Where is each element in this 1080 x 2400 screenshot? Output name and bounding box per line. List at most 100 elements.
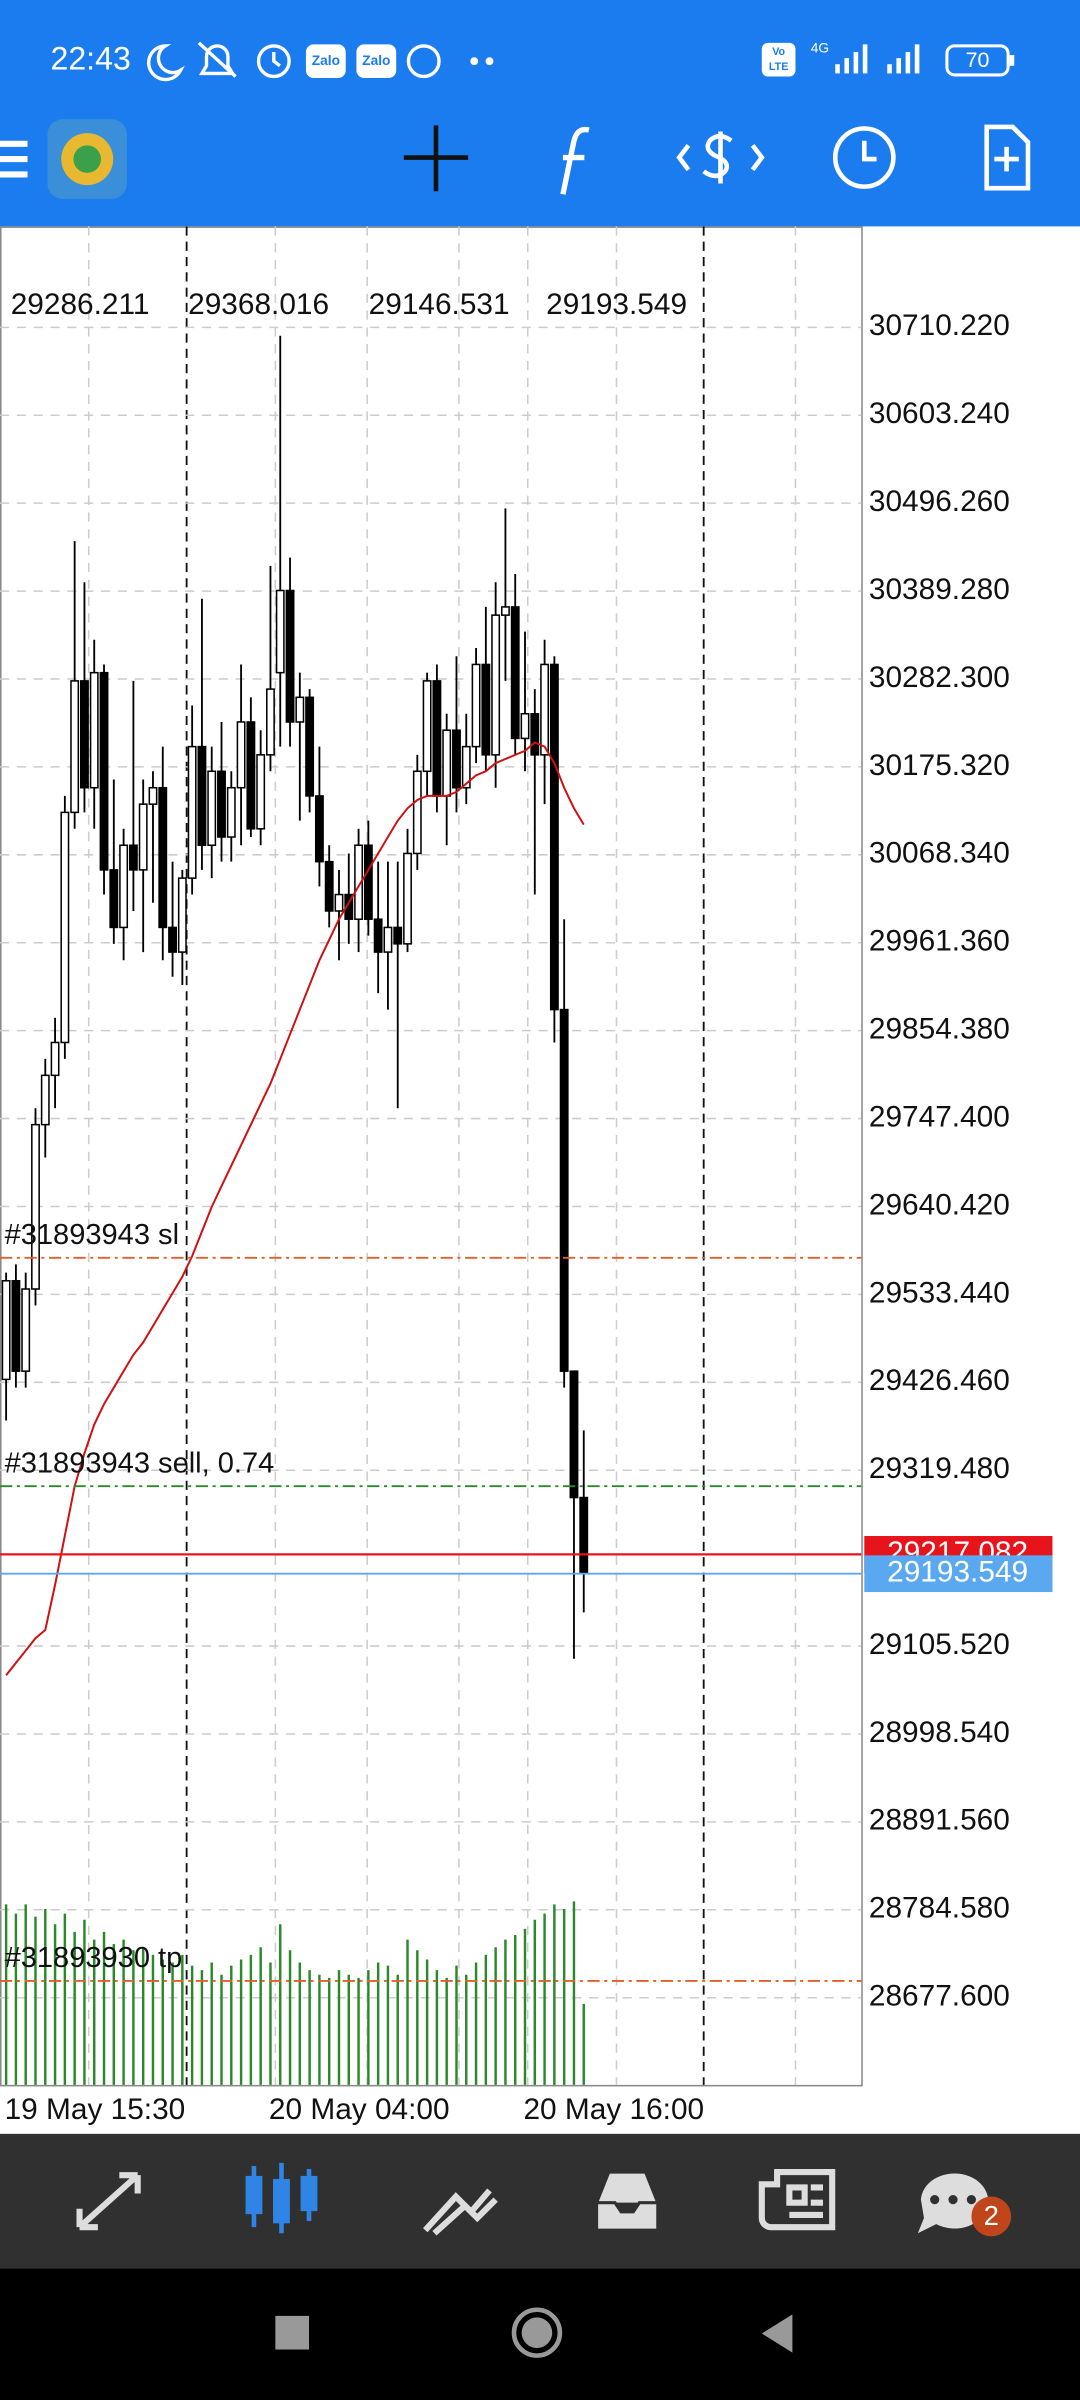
- candle-body: [99, 671, 109, 871]
- candle-body: [148, 786, 158, 805]
- battery-tip: [1009, 55, 1015, 66]
- y-tick-label: 29961.360: [869, 925, 1010, 958]
- plot: #31893943 sl #31893943 sell, 0.74 #3189393…: [0, 326, 862, 2085]
- y-tick-label: 30496.260: [869, 485, 1010, 518]
- menu-button[interactable]: [0, 140, 28, 178]
- candle-body: [31, 1123, 40, 1290]
- order-label: #31893943 sell, 0.74: [5, 1447, 275, 1479]
- candle-body: [256, 754, 266, 830]
- candle-body: [491, 614, 501, 756]
- history-tab[interactable]: [595, 2170, 660, 2232]
- candle-body: [344, 893, 354, 920]
- candle-body: [187, 745, 197, 879]
- candle-body: [109, 869, 119, 929]
- ohlc-high: 29368.016: [188, 288, 329, 321]
- candle-body: [60, 811, 70, 1044]
- header-bg: [0, 0, 1080, 227]
- candle-body: [334, 893, 344, 912]
- y-tick-label: 30175.320: [869, 749, 1010, 782]
- candle-body: [412, 770, 422, 855]
- chart-tab[interactable]: [245, 2162, 318, 2234]
- candle-body: [266, 688, 275, 756]
- candle-body: [197, 745, 207, 847]
- candle-body: [510, 606, 520, 740]
- y-tick-label: 30710.220: [869, 309, 1010, 342]
- y-tick-label: 29854.380: [869, 1013, 1010, 1046]
- candle-body: [80, 680, 89, 789]
- status-icons: [147, 41, 494, 82]
- x-tick-label: 20 May 04:00: [269, 2093, 450, 2126]
- candle-body: [461, 745, 471, 789]
- battery-level: 70: [966, 48, 990, 72]
- volte-icon: [761, 42, 796, 77]
- y-tick-label: 30068.340: [869, 837, 1010, 870]
- y-tick-label: 30282.300: [869, 661, 1010, 694]
- recents-button[interactable]: [275, 2315, 310, 2350]
- candle-body: [549, 663, 559, 1011]
- volte-text: LTE: [769, 61, 788, 73]
- y-tick-label: 29640.420: [869, 1188, 1010, 1221]
- volte-text: Vo: [772, 46, 785, 58]
- trade-tab[interactable]: [423, 2188, 498, 2236]
- candle-body: [40, 1074, 50, 1126]
- indicators-button[interactable]: [560, 126, 590, 195]
- quotes-tab[interactable]: [76, 2172, 141, 2231]
- chart-frame: [0, 226, 863, 2087]
- candle-body: [471, 663, 481, 748]
- candle-body: [520, 712, 530, 740]
- candle-body: [128, 844, 138, 871]
- candle-body: [442, 729, 452, 797]
- candle-body: [540, 663, 550, 756]
- y-tick-label: 28784.580: [869, 1892, 1010, 1925]
- ohlc-close: 29193.549: [546, 288, 687, 321]
- y-tick-label: 29747.400: [869, 1100, 1010, 1133]
- y-tick-label: 29533.440: [869, 1276, 1010, 1309]
- vertical-grid: [87, 226, 797, 2085]
- candle-body: [168, 926, 177, 953]
- bid-label-bg: [864, 1555, 1053, 1593]
- candle-body: [246, 721, 256, 830]
- candle-body: [393, 926, 403, 945]
- chat-dot: [930, 2195, 940, 2205]
- candle-body: [285, 589, 295, 723]
- back-button[interactable]: [761, 2314, 793, 2353]
- battery: [945, 44, 1010, 77]
- app-icon-label: Zalo: [362, 53, 390, 68]
- clock: 22:43: [50, 41, 130, 77]
- candle-body: [207, 770, 217, 847]
- candle-body: [70, 680, 80, 814]
- timeframe-button[interactable]: [832, 126, 896, 189]
- y-tick-label: 28677.600: [869, 1980, 1010, 2013]
- candle-body: [158, 786, 168, 929]
- candle-body: [217, 770, 226, 838]
- candle-body: [236, 721, 246, 789]
- badge-count: 2: [984, 2200, 999, 2231]
- candle-body: [579, 1496, 589, 1575]
- trade-button[interactable]: [676, 131, 765, 184]
- home-button-core: [521, 2317, 553, 2348]
- home-button[interactable]: [511, 2307, 563, 2358]
- moving-average: [5, 741, 585, 1676]
- candle-body: [295, 696, 305, 723]
- candle-body: [50, 1041, 60, 1077]
- candle-body: [452, 729, 461, 789]
- chat-dot: [966, 2195, 976, 2205]
- candle-body: [403, 852, 412, 945]
- y-tick-label: 28998.540: [869, 1716, 1010, 1749]
- new-order-button[interactable]: [984, 124, 1031, 191]
- candle-body: [354, 844, 364, 920]
- y-tick-label: 29319.480: [869, 1452, 1010, 1485]
- ohlc-low: 29146.531: [369, 288, 510, 321]
- candle-body: [177, 877, 187, 953]
- x-tick-label: 20 May 16:00: [523, 2093, 704, 2126]
- candle-body: [324, 860, 334, 912]
- news-tab[interactable]: [758, 2169, 836, 2231]
- y-tick-label: 28891.560: [869, 1804, 1010, 1837]
- crosshair-button[interactable]: [403, 125, 469, 192]
- ohlc-open: 29286.211: [11, 288, 150, 321]
- candle-body: [500, 606, 510, 616]
- signal-bars: [835, 44, 920, 74]
- candle-body: [11, 1280, 21, 1372]
